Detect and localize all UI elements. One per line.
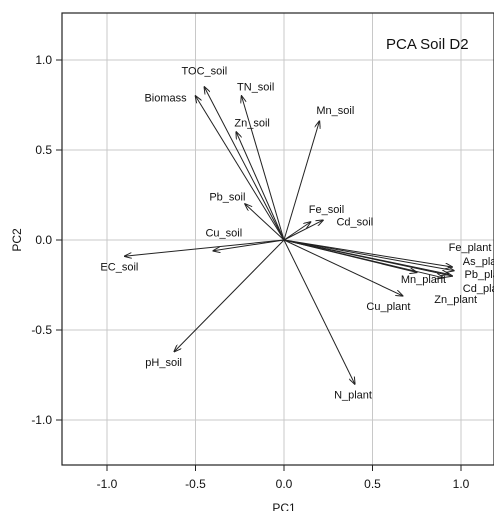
vector-cu-soil xyxy=(213,239,285,251)
label-as-plant: As_plant xyxy=(463,256,494,268)
label-biomass: Biomass xyxy=(144,92,187,104)
label-n-plant: N_plant xyxy=(334,389,372,401)
vector-pb-soil xyxy=(245,204,285,241)
x-tick-label: 0.0 xyxy=(276,477,293,491)
y-tick-label: -1.0 xyxy=(31,413,52,427)
chart-title: PCA Soil D2 xyxy=(386,36,469,53)
vector-fe-plant xyxy=(283,239,452,267)
y-tick-label: 1.0 xyxy=(35,53,52,67)
label-mn-soil: Mn_soil xyxy=(316,105,354,117)
vector-labels: TOC_soil TN_soil Biomass Zn_soil Mn_soil Pb_s… xyxy=(100,65,494,401)
vector-fe-soil xyxy=(283,222,311,241)
label-toc-soil: TOC_soil xyxy=(182,65,228,77)
loading-vectors xyxy=(125,87,454,384)
vector-ec-soil xyxy=(125,239,285,256)
x-axis-title: PC1 xyxy=(272,501,296,511)
axis-ticks: -1.0 -0.5 0.0 0.5 1.0 1.0 0.5 0.0 -0.5 -1.0 xyxy=(31,53,469,491)
y-tick-label: 0.5 xyxy=(35,143,52,157)
grid-lines xyxy=(62,13,494,465)
label-zn-soil: Zn_soil xyxy=(234,118,269,130)
vector-toc-soil xyxy=(204,87,285,241)
label-cu-soil: Cu_soil xyxy=(205,227,242,239)
label-zn-plant: Zn_plant xyxy=(434,294,477,306)
x-tick-label: 1.0 xyxy=(453,477,470,491)
y-tick-label: -0.5 xyxy=(31,323,52,337)
vector-cu-plant xyxy=(283,239,403,296)
vector-n-plant xyxy=(283,239,355,384)
label-cd-plant: Cd_plant xyxy=(463,283,494,295)
label-pb-soil: Pb_soil xyxy=(209,191,245,203)
x-tick-label: -0.5 xyxy=(185,477,206,491)
vector-biomass xyxy=(196,96,285,241)
y-axis-title: PC2 xyxy=(10,228,24,252)
vector-mn-soil xyxy=(283,121,319,241)
vector-zn-plant xyxy=(283,239,443,278)
label-fe-soil: Fe_soil xyxy=(309,204,344,216)
vector-tn-soil xyxy=(242,96,285,241)
label-ph-soil: pH_soil xyxy=(145,357,182,369)
vector-zn-soil xyxy=(236,132,285,241)
vector-as-plant xyxy=(283,239,454,271)
label-tn-soil: TN_soil xyxy=(237,82,274,94)
label-mn-plant: Mn_plant xyxy=(401,274,446,286)
x-tick-label: -1.0 xyxy=(97,477,118,491)
x-tick-label: 0.5 xyxy=(364,477,381,491)
vector-cd-plant xyxy=(283,239,449,274)
label-fe-plant: Fe_plant xyxy=(449,242,492,254)
label-pb-plant: Pb_plant xyxy=(465,269,494,281)
y-tick-label: 0.0 xyxy=(35,233,52,247)
plot-frame xyxy=(61,12,494,466)
label-cu-plant: Cu_plant xyxy=(366,301,410,313)
vector-cd-soil xyxy=(283,220,323,241)
label-ec-soil: EC_soil xyxy=(100,262,138,274)
vector-ph-soil xyxy=(174,239,285,352)
label-cd-soil: Cd_soil xyxy=(336,217,373,229)
